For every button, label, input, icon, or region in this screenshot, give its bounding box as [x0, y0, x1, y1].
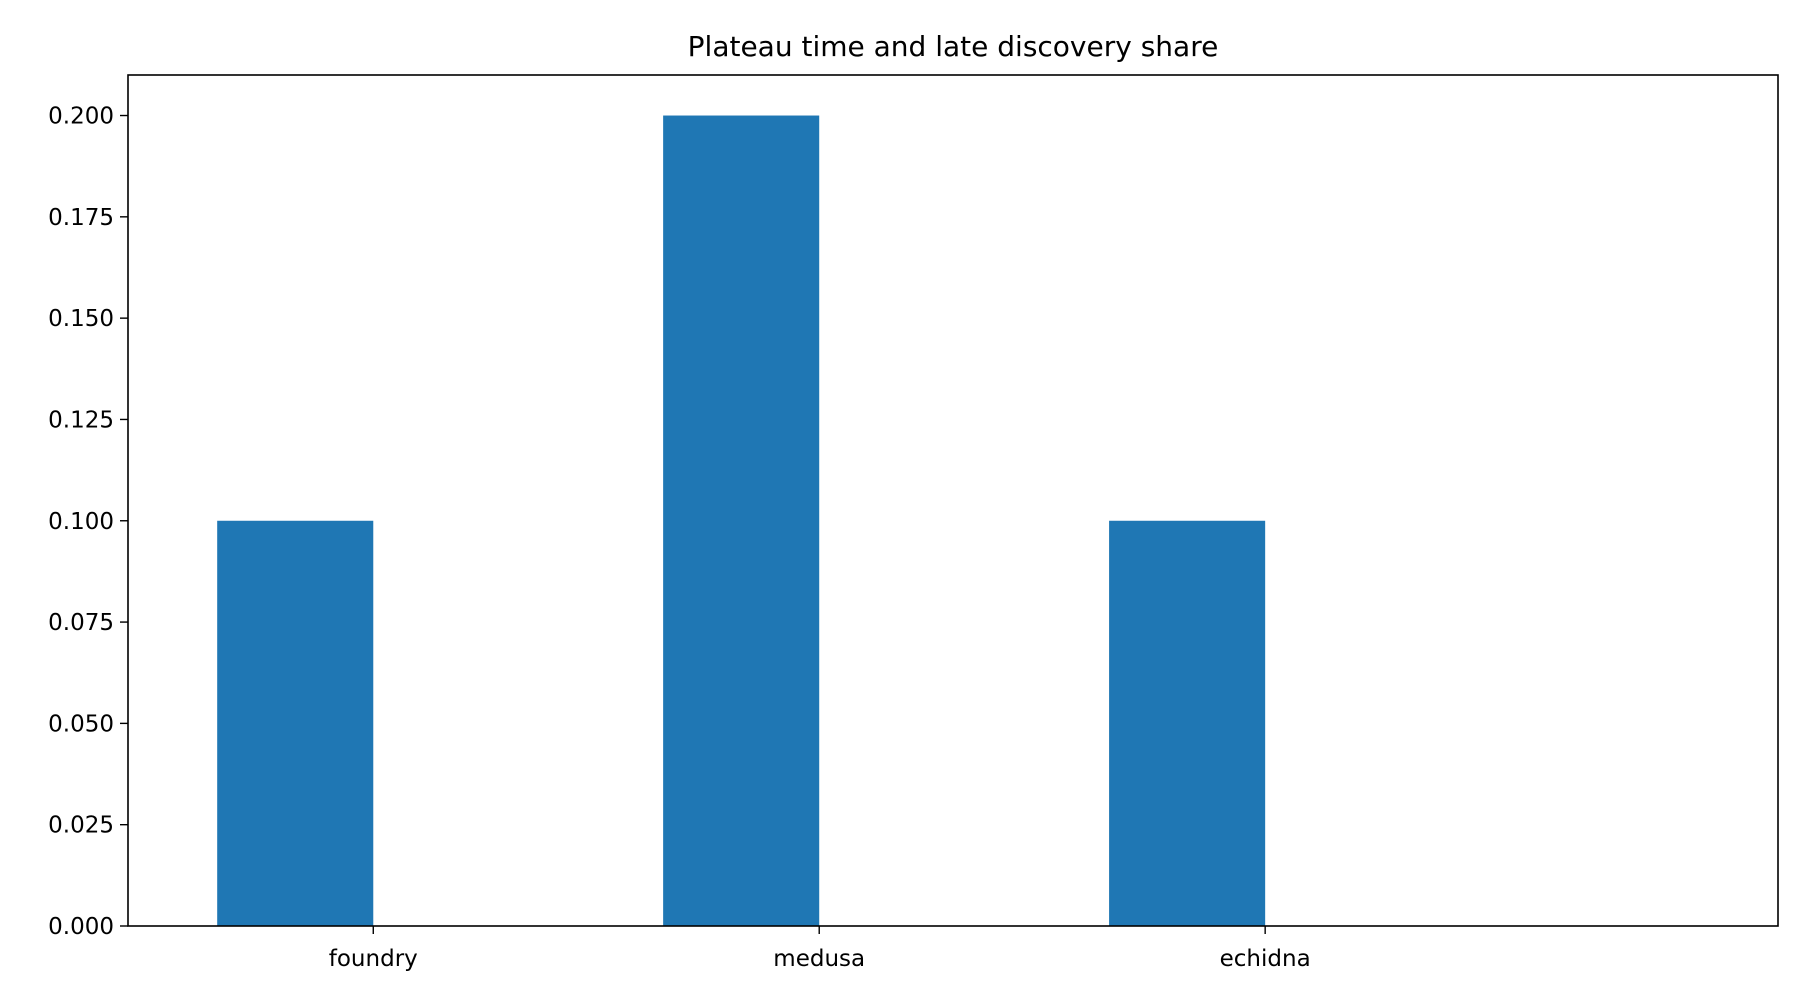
y-axis: 0.000 0.025 0.050 0.075 0.100 0.125 0.150 0.175…	[48, 104, 128, 940]
plot-frame	[127, 74, 1779, 927]
y-tick-label: 0.100	[48, 509, 114, 535]
x-axis: foundry medusa echidna	[329, 926, 1311, 972]
y-tick-label: 0.050	[48, 711, 114, 737]
y-tick-label: 0.200	[48, 104, 114, 130]
x-tick-label-echidna: echidna	[1220, 946, 1311, 972]
y-tick-label: 0.075	[48, 610, 114, 636]
bar-medusa	[663, 115, 820, 927]
bars-group	[217, 115, 1266, 927]
y-tick-label: 0.000	[48, 914, 114, 940]
bar-foundry	[217, 520, 374, 926]
x-tick-label-foundry: foundry	[329, 946, 418, 972]
x-tick-label-medusa: medusa	[773, 946, 865, 972]
y-tick-label: 0.175	[48, 205, 114, 231]
y-tick-label: 0.125	[48, 407, 114, 433]
chart-title: Plateau time and late discovery share	[688, 30, 1219, 63]
y-tick-label: 0.025	[48, 813, 114, 839]
bar-echidna	[1109, 520, 1266, 926]
y-tick-label: 0.150	[48, 306, 114, 332]
